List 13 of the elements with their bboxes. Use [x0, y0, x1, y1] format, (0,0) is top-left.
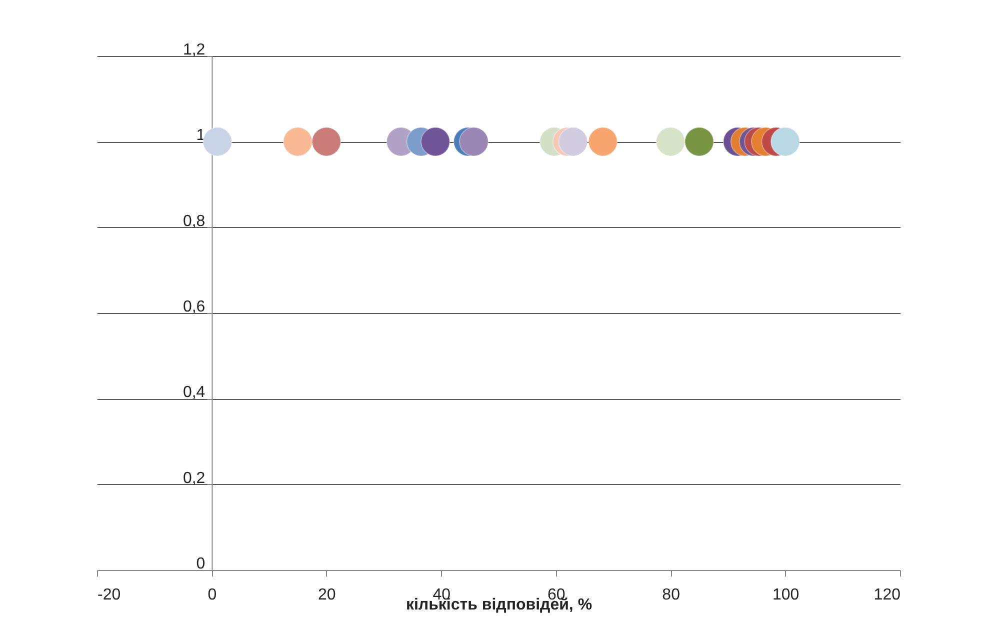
y-tick-label: 0,2	[182, 470, 206, 487]
y-tick-label: 1	[196, 127, 206, 144]
x-tick-label: 80	[662, 586, 680, 604]
y-tick-label: 0,8	[182, 212, 206, 230]
y-tick-label: 0,6	[182, 298, 206, 316]
x-tick-label: 120	[874, 586, 901, 604]
x-tick-label: 20	[318, 586, 336, 604]
y-tick-label: 0	[196, 556, 206, 572]
x-tick-label: -20	[98, 586, 121, 604]
x-tick-label: 0	[208, 586, 217, 604]
y-tick-label: 1,2	[182, 42, 206, 58]
x-tick-label: 100	[772, 586, 800, 604]
y-tick-label: 0,4	[182, 384, 206, 402]
